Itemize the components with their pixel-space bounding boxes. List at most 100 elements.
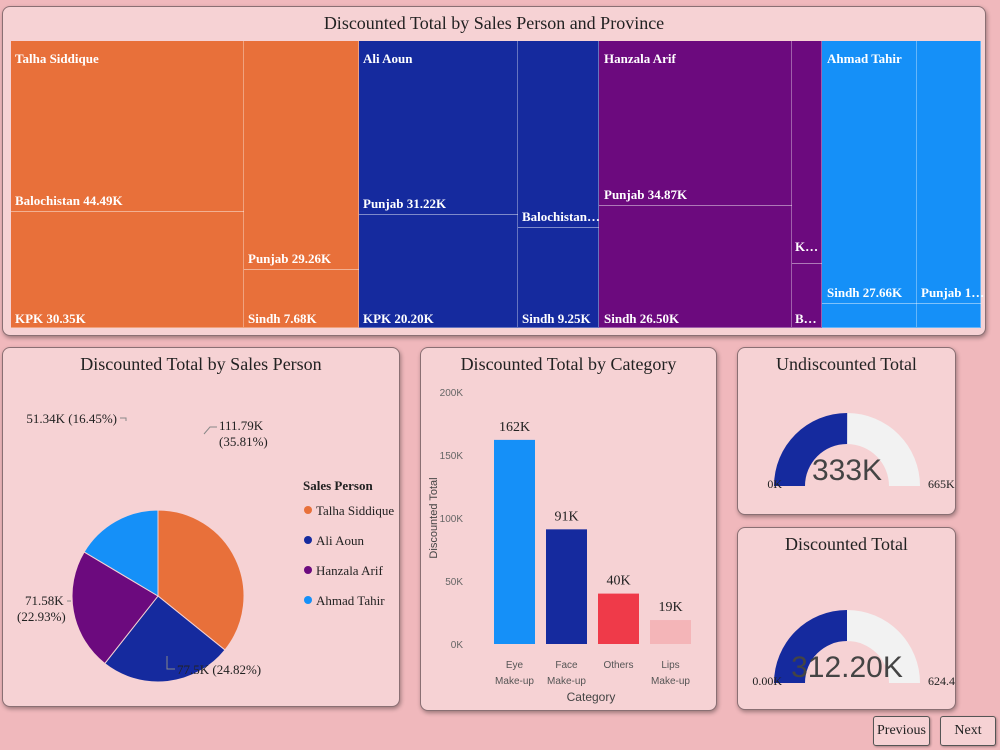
treemap-divider [359, 214, 518, 215]
discounted-gauge-value: 312.20K [791, 651, 903, 684]
bar-y-tick: 0K [451, 640, 464, 651]
treemap-label-ahmad-punjab: Punjab 1… [921, 285, 985, 300]
treemap-label-ali-kpk: KPK 20.20K [363, 311, 434, 326]
undiscounted-gauge: 333K 0K 665K [767, 413, 955, 491]
bar-value-label-others: 40K [606, 574, 630, 589]
bar-value-label-lips: 19K [658, 600, 682, 615]
bar-category-label-lips: Make-up [651, 676, 690, 687]
legend-marker-ahmad [304, 596, 312, 604]
legend-marker-talha [304, 506, 312, 514]
pie-panel: Discounted Total by Sales Person 111.79K… [2, 347, 400, 707]
treemap-cell-ahmad-sindh[interactable] [822, 41, 917, 328]
treemap-label-ali-sindh: Sindh 9.25K [522, 311, 591, 326]
bar-y-tick: 150K [440, 451, 464, 462]
pie-slice-hanzala[interactable] [71, 551, 159, 665]
treemap-divider [11, 211, 244, 212]
undiscounted-gauge-fill[interactable] [774, 413, 848, 486]
treemap-cell-ali-punjab[interactable] [359, 41, 518, 328]
pie-label-ali: 77.5K (24.82%) [177, 662, 261, 677]
legend-item-ahmad[interactable]: Ahmad Tahir [316, 593, 385, 608]
treemap-label-talha-punjab: Punjab 29.26K [248, 251, 332, 266]
treemap-person-talha: Talha Siddique [15, 51, 99, 66]
bar-chart: 0K 50K 100K 150K 200K 162K Eye Make-up 91K Face M… [428, 388, 691, 704]
treemap-label-talha-balochistan: Balochistan 44.49K [15, 193, 123, 208]
pie-title: Discounted Total by Sales Person [80, 354, 322, 374]
bar-category-label-face: Face [555, 660, 578, 671]
bar-value-label-eye: 162K [499, 420, 530, 435]
undiscounted-gauge-max: 665K [928, 477, 955, 491]
legend-marker-hanzala [304, 566, 312, 574]
treemap: Talha Siddique Balochistan 44.49K KPK 30… [11, 41, 985, 328]
treemap-cell-talha-balochistan[interactable] [11, 41, 244, 328]
treemap-cell-ali-balochistan[interactable] [518, 41, 599, 328]
undiscounted-gauge-track [847, 413, 920, 486]
pie-label-hanzala-value: 71.58K [25, 593, 64, 608]
treemap-cell-hanzala-kpk[interactable] [792, 41, 822, 328]
undiscounted-title: Undiscounted Total [776, 354, 917, 374]
bar-others[interactable] [598, 593, 639, 644]
treemap-label-talha-sindh: Sindh 7.68K [248, 311, 317, 326]
discounted-gauge-panel: Discounted Total 312.20K 0.00K 624.40K [737, 527, 956, 710]
undiscounted-gauge-panel: Undiscounted Total 333K 0K 665K [737, 347, 956, 515]
pie-label-hanzala-pct: (22.93%) [17, 609, 66, 624]
pie-label-talha-value: 111.79K [219, 418, 264, 433]
next-button[interactable]: Next [940, 716, 996, 746]
bar-category-label-eye: Eye [506, 660, 524, 671]
treemap-divider [518, 227, 599, 228]
pie-legend-title: Sales Person [303, 478, 373, 493]
pie-leader-ali [166, 656, 175, 670]
bar-face[interactable] [546, 529, 587, 644]
undiscounted-gauge-value: 333K [812, 454, 882, 487]
discounted-gauge-min: 0.00K [752, 674, 782, 688]
bar-category-label-face: Make-up [547, 676, 586, 687]
treemap-label-hanzala-balochistan: B… [795, 311, 817, 326]
discounted-gauge-track [847, 610, 920, 683]
pie-slice-talha[interactable] [157, 509, 245, 651]
treemap-divider [792, 263, 822, 264]
pie-label-ahmad: 51.34K (16.45%) [26, 411, 117, 426]
treemap-divider [599, 205, 792, 206]
bar-category-label-lips: Lips [661, 660, 679, 671]
legend-marker-ali [304, 536, 312, 544]
bar-value-label-face: 91K [554, 509, 578, 524]
pie-label-talha-pct: (35.81%) [219, 434, 268, 449]
treemap-cell-hanzala-punjab[interactable] [599, 41, 792, 328]
bar-category-label-others: Others [603, 660, 633, 671]
treemap-label-ahmad-sindh: Sindh 27.66K [827, 285, 903, 300]
bar-y-tick: 100K [440, 514, 464, 525]
legend-item-ali[interactable]: Ali Aoun [316, 533, 365, 548]
discounted-gauge-fill[interactable] [774, 610, 847, 683]
treemap-label-hanzala-kpk: K… [795, 239, 819, 254]
legend-item-hanzala[interactable]: Hanzala Arif [316, 563, 383, 578]
bar-eye[interactable] [494, 439, 535, 644]
treemap-divider [822, 303, 981, 304]
treemap-label-hanzala-sindh: Sindh 26.50K [604, 311, 680, 326]
treemap-person-ali: Ali Aoun [363, 51, 413, 66]
bar-lips[interactable] [650, 620, 691, 644]
treemap-label-ali-balochistan: Balochistan… [522, 209, 601, 224]
treemap-title: Discounted Total by Sales Person and Pro… [323, 13, 665, 33]
legend-item-talha[interactable]: Talha Siddique [316, 503, 394, 518]
treemap-person-hanzala: Hanzala Arif [604, 51, 676, 66]
treemap-label-talha-kpk: KPK 30.35K [15, 311, 86, 326]
treemap-label-ali-punjab: Punjab 31.22K [363, 196, 447, 211]
pie-leader-talha [203, 426, 217, 435]
previous-button[interactable]: Previous [873, 716, 930, 746]
treemap-divider [244, 269, 359, 270]
bar-y-axis-title: Discounted Total [428, 477, 440, 558]
pie-leader-ahmad [120, 417, 127, 421]
treemap-cell-ahmad-punjab[interactable] [917, 41, 981, 328]
treemap-cell-talha-punjab[interactable] [244, 41, 359, 328]
undiscounted-gauge-min: 0K [767, 477, 782, 491]
pie-slice-ahmad[interactable] [83, 509, 159, 597]
bar-x-axis-title: Category [567, 690, 616, 704]
discounted-title: Discounted Total [785, 534, 908, 554]
bar-title: Discounted Total by Category [460, 354, 677, 374]
bar-category-label-eye: Make-up [495, 676, 534, 687]
bar-y-tick: 50K [445, 577, 463, 588]
treemap-person-ahmad: Ahmad Tahir [827, 51, 902, 66]
pie-slice-ali[interactable] [104, 595, 226, 683]
treemap-panel: Discounted Total by Sales Person and Pro… [2, 6, 986, 336]
treemap-label-hanzala-punjab: Punjab 34.87K [604, 187, 688, 202]
bar-y-tick: 200K [440, 388, 464, 399]
